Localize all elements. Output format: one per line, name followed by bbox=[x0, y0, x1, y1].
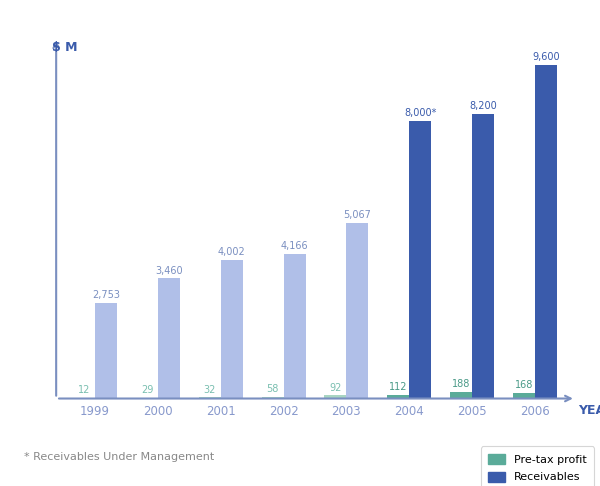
Bar bbox=[450, 392, 472, 399]
Bar bbox=[472, 114, 494, 399]
Bar bbox=[221, 260, 243, 399]
Text: 32: 32 bbox=[203, 384, 216, 395]
Text: 4,166: 4,166 bbox=[281, 241, 308, 251]
Bar bbox=[262, 397, 284, 399]
Text: 92: 92 bbox=[329, 382, 341, 393]
Bar bbox=[95, 303, 117, 399]
Text: 12: 12 bbox=[78, 385, 91, 395]
Text: 9,600: 9,600 bbox=[532, 52, 560, 63]
Text: 5,067: 5,067 bbox=[343, 210, 371, 220]
Text: YEAR: YEAR bbox=[578, 404, 600, 417]
Text: 2,753: 2,753 bbox=[92, 290, 120, 300]
Text: 8,200: 8,200 bbox=[469, 101, 497, 111]
Text: 8,000*: 8,000* bbox=[404, 108, 436, 118]
Bar bbox=[387, 395, 409, 399]
Bar bbox=[158, 278, 180, 399]
Bar bbox=[513, 393, 535, 399]
Bar bbox=[199, 398, 221, 399]
Bar bbox=[535, 65, 557, 399]
Bar bbox=[284, 254, 305, 399]
Legend: Pre-tax profit, Receivables: Pre-tax profit, Receivables bbox=[481, 446, 595, 486]
Bar bbox=[346, 223, 368, 399]
Text: 29: 29 bbox=[141, 385, 153, 395]
Text: 188: 188 bbox=[452, 379, 470, 389]
Text: 168: 168 bbox=[515, 380, 533, 390]
Bar bbox=[325, 395, 346, 399]
Bar bbox=[409, 121, 431, 399]
Bar bbox=[136, 398, 158, 399]
Text: $ M: $ M bbox=[52, 41, 78, 54]
Text: * Receivables Under Management: * Receivables Under Management bbox=[24, 452, 214, 462]
Text: 58: 58 bbox=[266, 384, 279, 394]
Text: 4,002: 4,002 bbox=[218, 247, 245, 257]
Text: 3,460: 3,460 bbox=[155, 266, 183, 276]
Text: 112: 112 bbox=[389, 382, 407, 392]
